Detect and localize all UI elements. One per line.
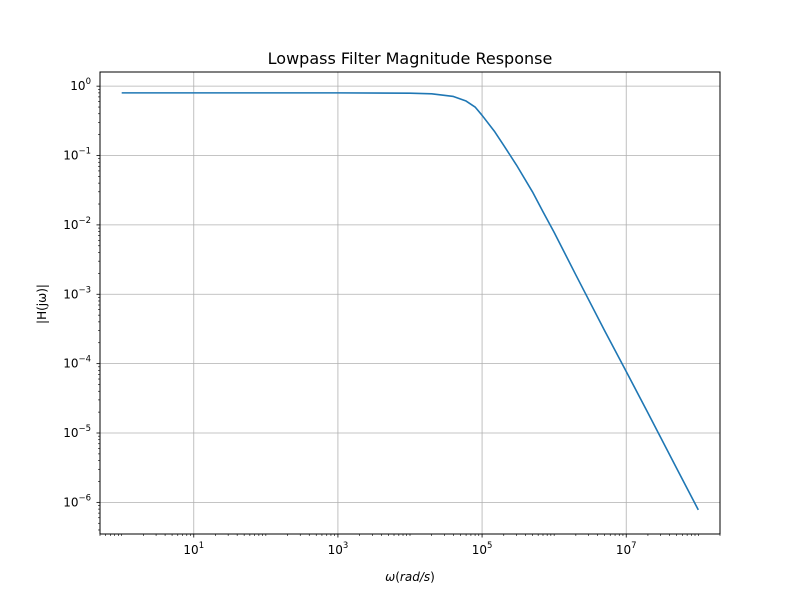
x-tick-label-exponent: 7 <box>631 541 636 551</box>
x-axis-label: ω(rad/s) <box>385 570 435 584</box>
y-tick-label-exponent: 0 <box>86 77 91 87</box>
y-tick-label: 10−6 <box>63 493 91 509</box>
y-tick-label-exponent: −1 <box>78 147 91 157</box>
x-tick-label: 107 <box>616 541 637 557</box>
x-axis-label-unit: rad/s <box>400 570 430 584</box>
series-line <box>121 92 700 511</box>
y-tick-label-base: 10 <box>70 79 85 93</box>
y-tick-label: 10−1 <box>63 147 91 163</box>
series-layer <box>121 92 700 511</box>
x-tick-label: 103 <box>328 541 349 557</box>
y-tick-label: 10−4 <box>63 355 91 371</box>
x-tick-label: 101 <box>183 541 204 557</box>
x-axis: 101 103 105 107 <box>99 534 721 557</box>
y-tick-label: 10−5 <box>63 424 91 440</box>
y-tick-label-base: 10 <box>63 218 78 232</box>
y-axis-label: |H(jω)| <box>35 284 49 324</box>
y-tick-label-base: 10 <box>63 357 78 371</box>
y-tick-label-exponent: −4 <box>78 355 91 365</box>
x-tick-label-base: 10 <box>183 543 198 557</box>
y-tick-label-exponent: −2 <box>78 216 91 226</box>
y-tick-label-base: 10 <box>63 495 78 509</box>
y-tick-label-base: 10 <box>63 149 78 163</box>
x-tick-label-base: 10 <box>328 543 343 557</box>
y-tick-label-exponent: −5 <box>78 424 91 434</box>
y-tick-label-base: 10 <box>63 426 78 440</box>
x-axis-label-open: ( <box>395 570 400 584</box>
x-tick-label: 105 <box>472 541 493 557</box>
x-tick-label-exponent: 5 <box>487 541 492 551</box>
x-axis-label-close: ) <box>430 570 435 584</box>
y-tick-label: 10−3 <box>63 285 91 301</box>
y-tick-label-base: 10 <box>63 287 78 301</box>
grid <box>100 72 720 534</box>
y-tick-label-exponent: −3 <box>78 285 91 295</box>
x-tick-label-exponent: 1 <box>199 541 204 551</box>
x-axis-label-symbol: ω <box>385 570 395 584</box>
y-tick-label: 10−2 <box>63 216 91 232</box>
x-tick-label-base: 10 <box>616 543 631 557</box>
y-tick-label-exponent: −6 <box>78 493 91 503</box>
chart-title: Lowpass Filter Magnitude Response <box>268 49 553 68</box>
x-tick-label-exponent: 3 <box>343 541 348 551</box>
x-tick-label-base: 10 <box>472 543 487 557</box>
y-tick-label: 100 <box>70 77 91 93</box>
